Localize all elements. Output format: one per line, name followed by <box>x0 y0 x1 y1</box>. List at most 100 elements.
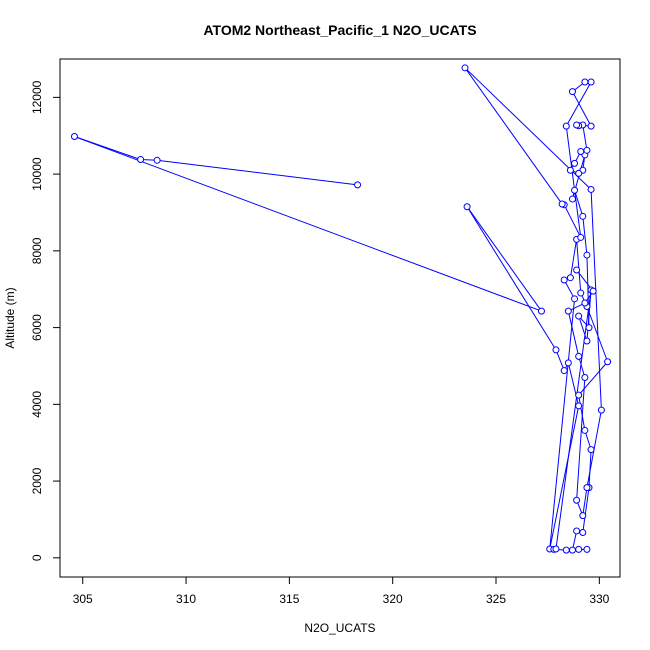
data-point <box>137 156 145 164</box>
y-tick-label: 4000 <box>30 391 44 418</box>
data-point <box>573 496 581 504</box>
series-segment <box>582 216 588 256</box>
data-point <box>581 426 589 434</box>
series-segment <box>578 356 586 378</box>
series-segment <box>563 204 582 238</box>
series-segment <box>74 136 542 312</box>
series-segment <box>586 306 609 362</box>
x-tick-label: 315 <box>279 592 299 606</box>
data-point <box>571 159 579 167</box>
series-segment <box>578 361 608 396</box>
data-point <box>564 359 572 367</box>
data-point <box>562 546 570 554</box>
x-tick-label: 325 <box>486 592 506 606</box>
data-point <box>577 147 585 155</box>
data-point <box>587 78 595 86</box>
data-point <box>583 251 591 259</box>
series-segment <box>578 395 586 431</box>
data-point <box>566 274 574 282</box>
x-axis-label: N2O_UCATS <box>304 621 375 635</box>
series-segment <box>555 349 565 371</box>
data-point <box>573 527 581 535</box>
y-tick-label: 10000 <box>30 157 44 191</box>
data-point <box>575 169 583 177</box>
data-point <box>589 287 597 295</box>
data-point <box>583 146 591 154</box>
y-axis: 0 2000 4000 6000 8000 10000 12000 <box>30 80 60 561</box>
data-point <box>153 156 161 164</box>
data-point <box>564 307 572 315</box>
series-segment <box>590 189 602 411</box>
series-segment <box>466 206 557 351</box>
y-tick-label: 2000 <box>30 467 44 494</box>
data-point <box>575 545 583 553</box>
data-point <box>552 545 560 553</box>
data-point <box>573 266 581 274</box>
series-segment <box>563 279 575 300</box>
data-point <box>577 289 585 297</box>
series-segment <box>578 315 588 342</box>
series-segment <box>565 126 582 238</box>
y-tick-label: 0 <box>30 554 44 561</box>
data-point <box>579 212 587 220</box>
data-point <box>568 195 576 203</box>
series-segment <box>549 405 580 550</box>
data-point <box>537 307 545 315</box>
series-segment <box>576 239 582 294</box>
series-segment <box>582 487 588 516</box>
x-axis: 305 310 315 320 325 330 <box>73 576 610 606</box>
chart-title: ATOM2 Northeast_Pacific_1 N2O_UCATS <box>203 22 476 38</box>
x-tick-label: 320 <box>383 592 403 606</box>
series-segment <box>549 298 576 550</box>
data-point <box>585 324 593 332</box>
data-point <box>587 446 595 454</box>
y-axis-label: Altitude (m) <box>3 287 17 348</box>
data-point <box>463 203 471 211</box>
data-point <box>587 185 595 193</box>
y-tick-label: 8000 <box>30 237 44 264</box>
series-segment <box>565 81 592 127</box>
x-tick-label: 330 <box>589 592 609 606</box>
series-segment <box>555 289 592 550</box>
series-segment <box>466 206 542 312</box>
series-segment <box>574 190 584 217</box>
data-point <box>575 312 583 320</box>
series-segment <box>567 362 580 406</box>
data-point <box>583 484 591 492</box>
data-point <box>461 64 469 72</box>
data-point <box>604 358 612 366</box>
data-point <box>568 546 576 554</box>
data-point <box>583 337 591 345</box>
data-point <box>575 391 583 399</box>
data-point <box>566 166 574 174</box>
data-point <box>597 406 605 414</box>
data-point <box>587 122 595 130</box>
data-point <box>568 88 576 96</box>
series-segment <box>464 67 563 205</box>
data-point <box>579 512 587 520</box>
data-point <box>577 233 585 241</box>
series-segment <box>569 239 578 278</box>
data-point <box>558 200 566 208</box>
data-point <box>560 367 568 375</box>
x-tick-label: 310 <box>176 592 196 606</box>
data-point <box>575 352 583 360</box>
data-point <box>560 276 568 284</box>
data-point <box>571 295 579 303</box>
data-point <box>575 402 583 410</box>
series-segment <box>572 91 592 127</box>
series-segment <box>576 377 586 501</box>
series-points <box>70 64 612 554</box>
x-tick-label: 305 <box>73 592 93 606</box>
data-point <box>571 186 579 194</box>
data-point <box>581 373 589 381</box>
data-point <box>70 133 78 141</box>
data-point <box>583 545 591 553</box>
data-point <box>573 121 581 129</box>
series-segment <box>582 487 590 533</box>
series-segment <box>582 124 588 151</box>
y-tick-label: 12000 <box>30 80 44 114</box>
data-point <box>562 122 570 130</box>
